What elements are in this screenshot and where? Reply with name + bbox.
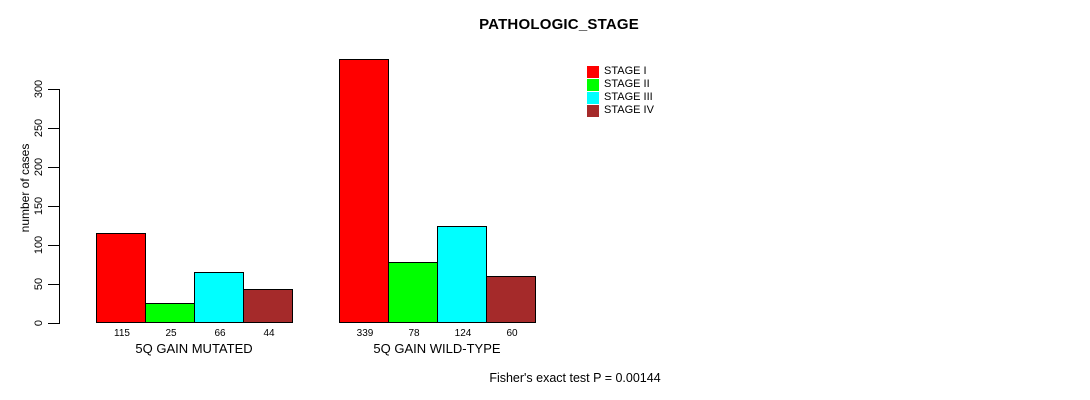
- legend: STAGE I STAGE II STAGE III STAGE IV: [587, 65, 654, 117]
- y-tick-label: 300: [33, 79, 45, 99]
- bar-stage-iii: [194, 272, 244, 323]
- y-tick-label: 0: [33, 319, 45, 327]
- stat-annotation: Fisher's exact test P = 0.00144: [489, 371, 661, 385]
- y-tick-label: 100: [33, 235, 45, 255]
- legend-swatch: [587, 104, 599, 117]
- bar-stage-i: [96, 233, 146, 323]
- y-tick-label: 150: [33, 196, 45, 216]
- legend-swatch: [587, 91, 599, 104]
- bar-value-label: 66: [214, 328, 226, 339]
- y-tick-mark: [48, 284, 59, 285]
- legend-swatch: [587, 65, 599, 78]
- legend-item: STAGE III: [587, 91, 654, 104]
- bar-stage-iv: [243, 289, 293, 323]
- x-category-label: 5Q GAIN WILD-TYPE: [373, 341, 501, 356]
- y-tick-mark: [48, 89, 59, 90]
- bar-value-label: 115: [114, 328, 130, 339]
- bar-value-label: 44: [263, 328, 275, 339]
- chart-title: PATHOLOGIC_STAGE: [479, 16, 639, 33]
- bar-value-label: 124: [454, 328, 472, 339]
- legend-item-label: STAGE III: [604, 91, 653, 103]
- bar-value-label: 25: [165, 328, 177, 339]
- y-tick-mark: [48, 206, 59, 207]
- bar-value-label: 339: [356, 328, 374, 339]
- legend-item-label: STAGE IV: [604, 104, 654, 116]
- bar-stage-iv: [486, 276, 536, 323]
- y-tick-mark: [48, 323, 59, 324]
- bar-value-label: 60: [506, 328, 518, 339]
- legend-item-label: STAGE II: [604, 78, 650, 90]
- y-tick-mark: [48, 245, 59, 246]
- legend-item: STAGE IV: [587, 104, 654, 117]
- bar-stage-ii: [145, 303, 195, 323]
- bar-stage-i: [339, 59, 389, 323]
- y-tick-label: 200: [33, 157, 45, 177]
- y-axis-line: [59, 89, 60, 324]
- y-tick-mark: [48, 167, 59, 168]
- bar-stage-ii: [388, 262, 438, 323]
- legend-item-label: STAGE I: [604, 65, 647, 77]
- x-category-label: 5Q GAIN MUTATED: [135, 341, 253, 356]
- legend-item: STAGE II: [587, 78, 654, 91]
- y-tick-label: 50: [33, 277, 45, 291]
- bar-stage-iii: [437, 226, 487, 323]
- y-tick-label: 250: [33, 118, 45, 138]
- legend-item: STAGE I: [587, 65, 654, 78]
- legend-swatch: [587, 78, 599, 91]
- y-tick-mark: [48, 128, 59, 129]
- bar-value-label: 78: [408, 328, 420, 339]
- y-axis-label: number of cases: [18, 143, 32, 233]
